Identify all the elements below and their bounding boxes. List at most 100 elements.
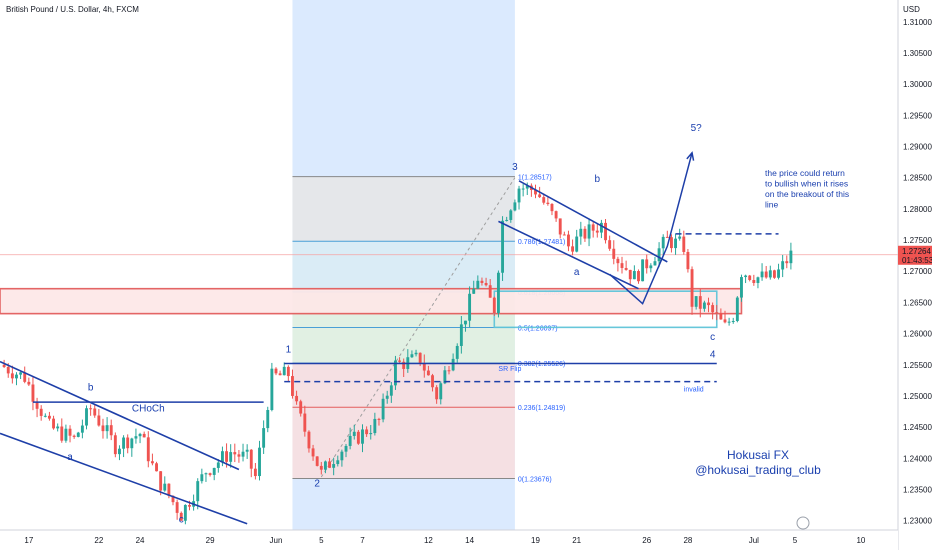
x-tick-label: Jun bbox=[270, 536, 283, 545]
y-tick-label: 1.26500 bbox=[903, 298, 932, 307]
candle-body bbox=[328, 461, 331, 468]
y-tick-label: 1.27000 bbox=[903, 267, 932, 276]
y-tick-label: 1.26000 bbox=[903, 330, 932, 339]
note-line: the price could return bbox=[765, 168, 845, 178]
candle-body bbox=[237, 454, 241, 457]
y-tick-label: 1.27500 bbox=[903, 236, 932, 245]
candle-body bbox=[344, 445, 348, 452]
candle-body bbox=[756, 277, 760, 283]
candle-body bbox=[414, 352, 418, 355]
candle-body bbox=[196, 481, 200, 502]
candle-body bbox=[258, 447, 261, 477]
wave-label: 1 bbox=[286, 344, 292, 355]
y-tick-label: 1.23500 bbox=[903, 485, 932, 494]
candle-body bbox=[772, 270, 776, 278]
candle-body bbox=[616, 258, 620, 264]
candle-body bbox=[521, 188, 525, 190]
candle-body bbox=[484, 282, 488, 286]
candle-body bbox=[571, 246, 575, 252]
candle-body bbox=[558, 218, 562, 235]
fib-level-label: 0(1.23676) bbox=[518, 476, 552, 483]
candle-body bbox=[175, 502, 179, 513]
candle-body bbox=[488, 285, 492, 298]
choch-label: CHoCh bbox=[132, 404, 165, 415]
y-tick-label: 1.25500 bbox=[903, 361, 932, 370]
note-line: on the breakout of this bbox=[765, 189, 849, 199]
x-tick-label: 10 bbox=[856, 536, 865, 545]
current-price-value: 1.27264 bbox=[902, 247, 931, 256]
candle-body bbox=[468, 293, 472, 321]
candle-body bbox=[229, 452, 233, 462]
candle-body bbox=[542, 197, 546, 203]
candle-body bbox=[307, 431, 311, 449]
candle-body bbox=[678, 236, 682, 239]
candle-body bbox=[52, 418, 55, 429]
candle-body bbox=[356, 431, 360, 444]
wave-label: c bbox=[179, 515, 184, 526]
candle-body bbox=[60, 426, 64, 441]
candle-body bbox=[398, 360, 402, 362]
candle-body bbox=[472, 288, 476, 294]
candle-body bbox=[599, 222, 603, 233]
candle-body bbox=[575, 236, 579, 252]
fib-level-label: 0.382(1.25526) bbox=[518, 361, 565, 368]
fib-level-label: 0.236(1.24819) bbox=[518, 405, 565, 412]
candle-body bbox=[303, 413, 307, 432]
y-tick-label: 1.30000 bbox=[903, 80, 932, 89]
fib-band-0.5 bbox=[292, 327, 515, 364]
x-tick-label: 21 bbox=[572, 536, 581, 545]
candle-body bbox=[323, 461, 327, 470]
candle-body bbox=[624, 267, 628, 270]
left-channel-upper bbox=[0, 360, 240, 471]
candle-body bbox=[134, 436, 138, 439]
wave-label: a bbox=[574, 267, 580, 278]
y-tick-label: 1.29500 bbox=[903, 111, 932, 120]
candle-body bbox=[204, 473, 208, 475]
candle-body bbox=[299, 401, 303, 414]
candle-body bbox=[163, 483, 167, 491]
candle-body bbox=[657, 248, 661, 262]
candle-body bbox=[702, 302, 706, 309]
candle-body bbox=[72, 435, 76, 437]
candle-body bbox=[426, 370, 430, 376]
candle-body bbox=[200, 474, 204, 482]
wave-label: 3 bbox=[512, 162, 518, 173]
candle-body bbox=[233, 452, 237, 455]
candle-body bbox=[546, 202, 550, 204]
candle-body bbox=[455, 345, 459, 359]
candle-body bbox=[64, 428, 68, 441]
candle-body bbox=[711, 305, 715, 313]
candle-body bbox=[373, 418, 377, 434]
x-tick-label: 19 bbox=[531, 536, 540, 545]
candle-body bbox=[381, 398, 385, 420]
brand-handle: @hokusai_trading_club bbox=[695, 463, 821, 477]
candle-body bbox=[150, 461, 154, 464]
candle-body bbox=[608, 240, 612, 249]
candle-body bbox=[661, 236, 665, 249]
candle-body bbox=[587, 224, 591, 239]
candle-body bbox=[225, 451, 229, 462]
candle-body bbox=[377, 418, 381, 420]
candle-body bbox=[138, 433, 142, 437]
y-tick-label: 1.29000 bbox=[903, 143, 932, 152]
candle-body bbox=[352, 431, 356, 436]
candle-body bbox=[641, 259, 645, 282]
candle-body bbox=[385, 395, 389, 399]
currency-label: USD bbox=[903, 5, 920, 14]
candle-body bbox=[80, 425, 84, 433]
candle-body bbox=[19, 372, 23, 375]
candle-body bbox=[278, 373, 282, 376]
y-tick-label: 1.28000 bbox=[903, 205, 932, 214]
candle-body bbox=[496, 272, 500, 314]
candle-body bbox=[513, 202, 517, 211]
candle-body bbox=[464, 320, 467, 325]
candle-body bbox=[340, 451, 344, 461]
candle-body bbox=[686, 251, 690, 270]
countdown-value: 01:43:53 bbox=[902, 256, 932, 265]
wave-label: b bbox=[595, 174, 601, 185]
time-axis-bg bbox=[0, 530, 898, 550]
candle-body bbox=[698, 296, 702, 309]
invalid-label: invalid bbox=[684, 387, 704, 394]
candle-body bbox=[394, 360, 397, 386]
